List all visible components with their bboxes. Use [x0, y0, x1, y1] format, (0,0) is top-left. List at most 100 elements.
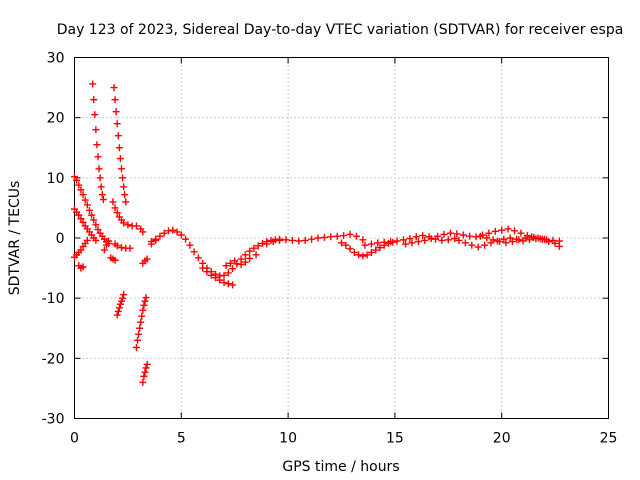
data-point	[203, 268, 211, 276]
data-point	[288, 236, 296, 244]
data-point	[367, 240, 375, 248]
data-point	[122, 198, 130, 206]
data-point	[142, 364, 150, 372]
data-point	[438, 236, 446, 244]
data-point	[466, 232, 474, 240]
data-point	[376, 244, 384, 252]
data-point	[77, 246, 85, 254]
data-point	[511, 227, 519, 235]
data-point	[408, 239, 416, 247]
data-point	[427, 235, 435, 243]
data-point	[143, 360, 151, 368]
data-point	[333, 232, 341, 240]
data-point	[173, 228, 181, 236]
data-point	[115, 304, 123, 312]
data-point	[139, 228, 147, 236]
data-point	[359, 236, 367, 244]
data-point	[135, 330, 143, 338]
data-point	[555, 242, 563, 250]
data-point	[346, 245, 354, 253]
data-point	[141, 297, 149, 305]
data-point	[105, 237, 113, 245]
data-point	[500, 235, 508, 243]
data-point	[186, 241, 194, 249]
data-point	[491, 227, 499, 235]
series-arc-c-start	[71, 236, 91, 272]
data-point	[455, 236, 463, 244]
data-point	[301, 236, 309, 244]
data-point	[352, 232, 360, 240]
data-point	[252, 251, 260, 259]
data-point	[114, 132, 122, 140]
data-point	[142, 294, 150, 302]
data-point	[211, 274, 219, 282]
data-point	[160, 229, 168, 237]
data-point	[229, 265, 237, 273]
data-point	[134, 336, 142, 344]
data-point	[241, 251, 249, 259]
data-point	[446, 229, 454, 237]
data-point	[481, 241, 489, 249]
data-point	[132, 344, 140, 352]
y-tick-label: -20	[42, 351, 65, 367]
data-point	[224, 269, 232, 277]
data-point	[81, 196, 89, 204]
data-point	[169, 226, 177, 234]
data-point	[147, 238, 155, 246]
data-point	[372, 246, 380, 254]
data-point	[109, 198, 117, 206]
data-point	[237, 260, 245, 268]
data-point	[111, 256, 119, 264]
data-point	[114, 307, 122, 315]
data-point	[508, 238, 516, 246]
data-point	[434, 232, 442, 240]
series-arc-d-spike1	[89, 80, 107, 203]
data-point	[103, 241, 111, 249]
data-point	[110, 84, 118, 92]
data-point	[83, 201, 91, 209]
data-point	[489, 236, 497, 244]
data-point	[350, 248, 358, 256]
data-point	[140, 372, 148, 380]
data-point	[338, 239, 345, 247]
data-point	[75, 211, 83, 219]
data-point	[502, 239, 510, 247]
data-point	[77, 215, 85, 223]
data-point	[93, 141, 101, 149]
data-point	[113, 242, 121, 250]
data-point	[111, 96, 119, 104]
data-point	[71, 173, 78, 181]
data-point	[461, 239, 469, 247]
data-point	[250, 244, 258, 252]
data-point	[124, 221, 132, 229]
series-arc-b-low	[71, 205, 100, 244]
data-point	[295, 237, 303, 245]
data-point	[88, 211, 96, 219]
data-point	[113, 311, 121, 319]
data-point	[276, 236, 284, 244]
series-arc-l-lowwave	[199, 251, 260, 289]
data-point	[156, 232, 164, 240]
x-tick-label: 0	[70, 431, 79, 447]
data-point	[152, 235, 160, 243]
data-point	[246, 254, 254, 262]
data-point	[120, 219, 128, 227]
data-point	[94, 226, 102, 234]
data-point	[226, 259, 234, 267]
data-point	[79, 263, 87, 271]
grid-layer	[74, 57, 609, 419]
data-point	[254, 242, 262, 250]
data-point	[92, 126, 100, 134]
data-point	[136, 324, 144, 332]
data-point	[73, 176, 81, 184]
data-point	[98, 191, 106, 199]
data-point	[528, 233, 536, 241]
y-tick-label: 10	[47, 171, 65, 187]
data-point	[361, 241, 369, 249]
data-point	[327, 233, 335, 241]
data-point	[194, 254, 202, 262]
data-point	[89, 80, 97, 88]
data-point	[521, 234, 529, 242]
data-point	[340, 232, 348, 240]
